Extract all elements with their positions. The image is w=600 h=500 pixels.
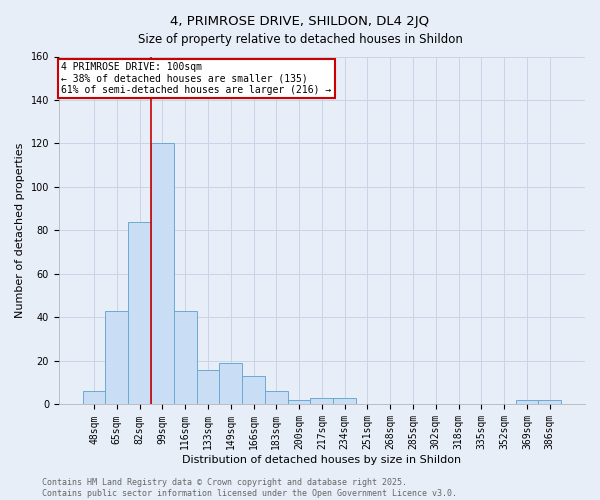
Bar [515,400,538,404]
Text: Size of property relative to detached houses in Shildon: Size of property relative to detached ho… [137,32,463,46]
Bar [151,144,174,404]
Bar [333,398,356,404]
X-axis label: Distribution of detached houses by size in Shildon: Distribution of detached houses by size … [182,455,461,465]
Text: Contains HM Land Registry data © Crown copyright and database right 2025.
Contai: Contains HM Land Registry data © Crown c… [42,478,457,498]
Y-axis label: Number of detached properties: Number of detached properties [15,143,25,318]
Bar [197,370,220,404]
Bar [265,392,288,404]
Bar [106,311,128,404]
Bar [174,311,197,404]
Bar [220,363,242,405]
Bar [83,392,106,404]
Text: 4, PRIMROSE DRIVE, SHILDON, DL4 2JQ: 4, PRIMROSE DRIVE, SHILDON, DL4 2JQ [170,15,430,28]
Bar [242,376,265,404]
Bar [538,400,561,404]
Bar [310,398,333,404]
Bar [288,400,310,404]
Text: 4 PRIMROSE DRIVE: 100sqm
← 38% of detached houses are smaller (135)
61% of semi-: 4 PRIMROSE DRIVE: 100sqm ← 38% of detach… [61,62,332,95]
Bar [128,222,151,404]
